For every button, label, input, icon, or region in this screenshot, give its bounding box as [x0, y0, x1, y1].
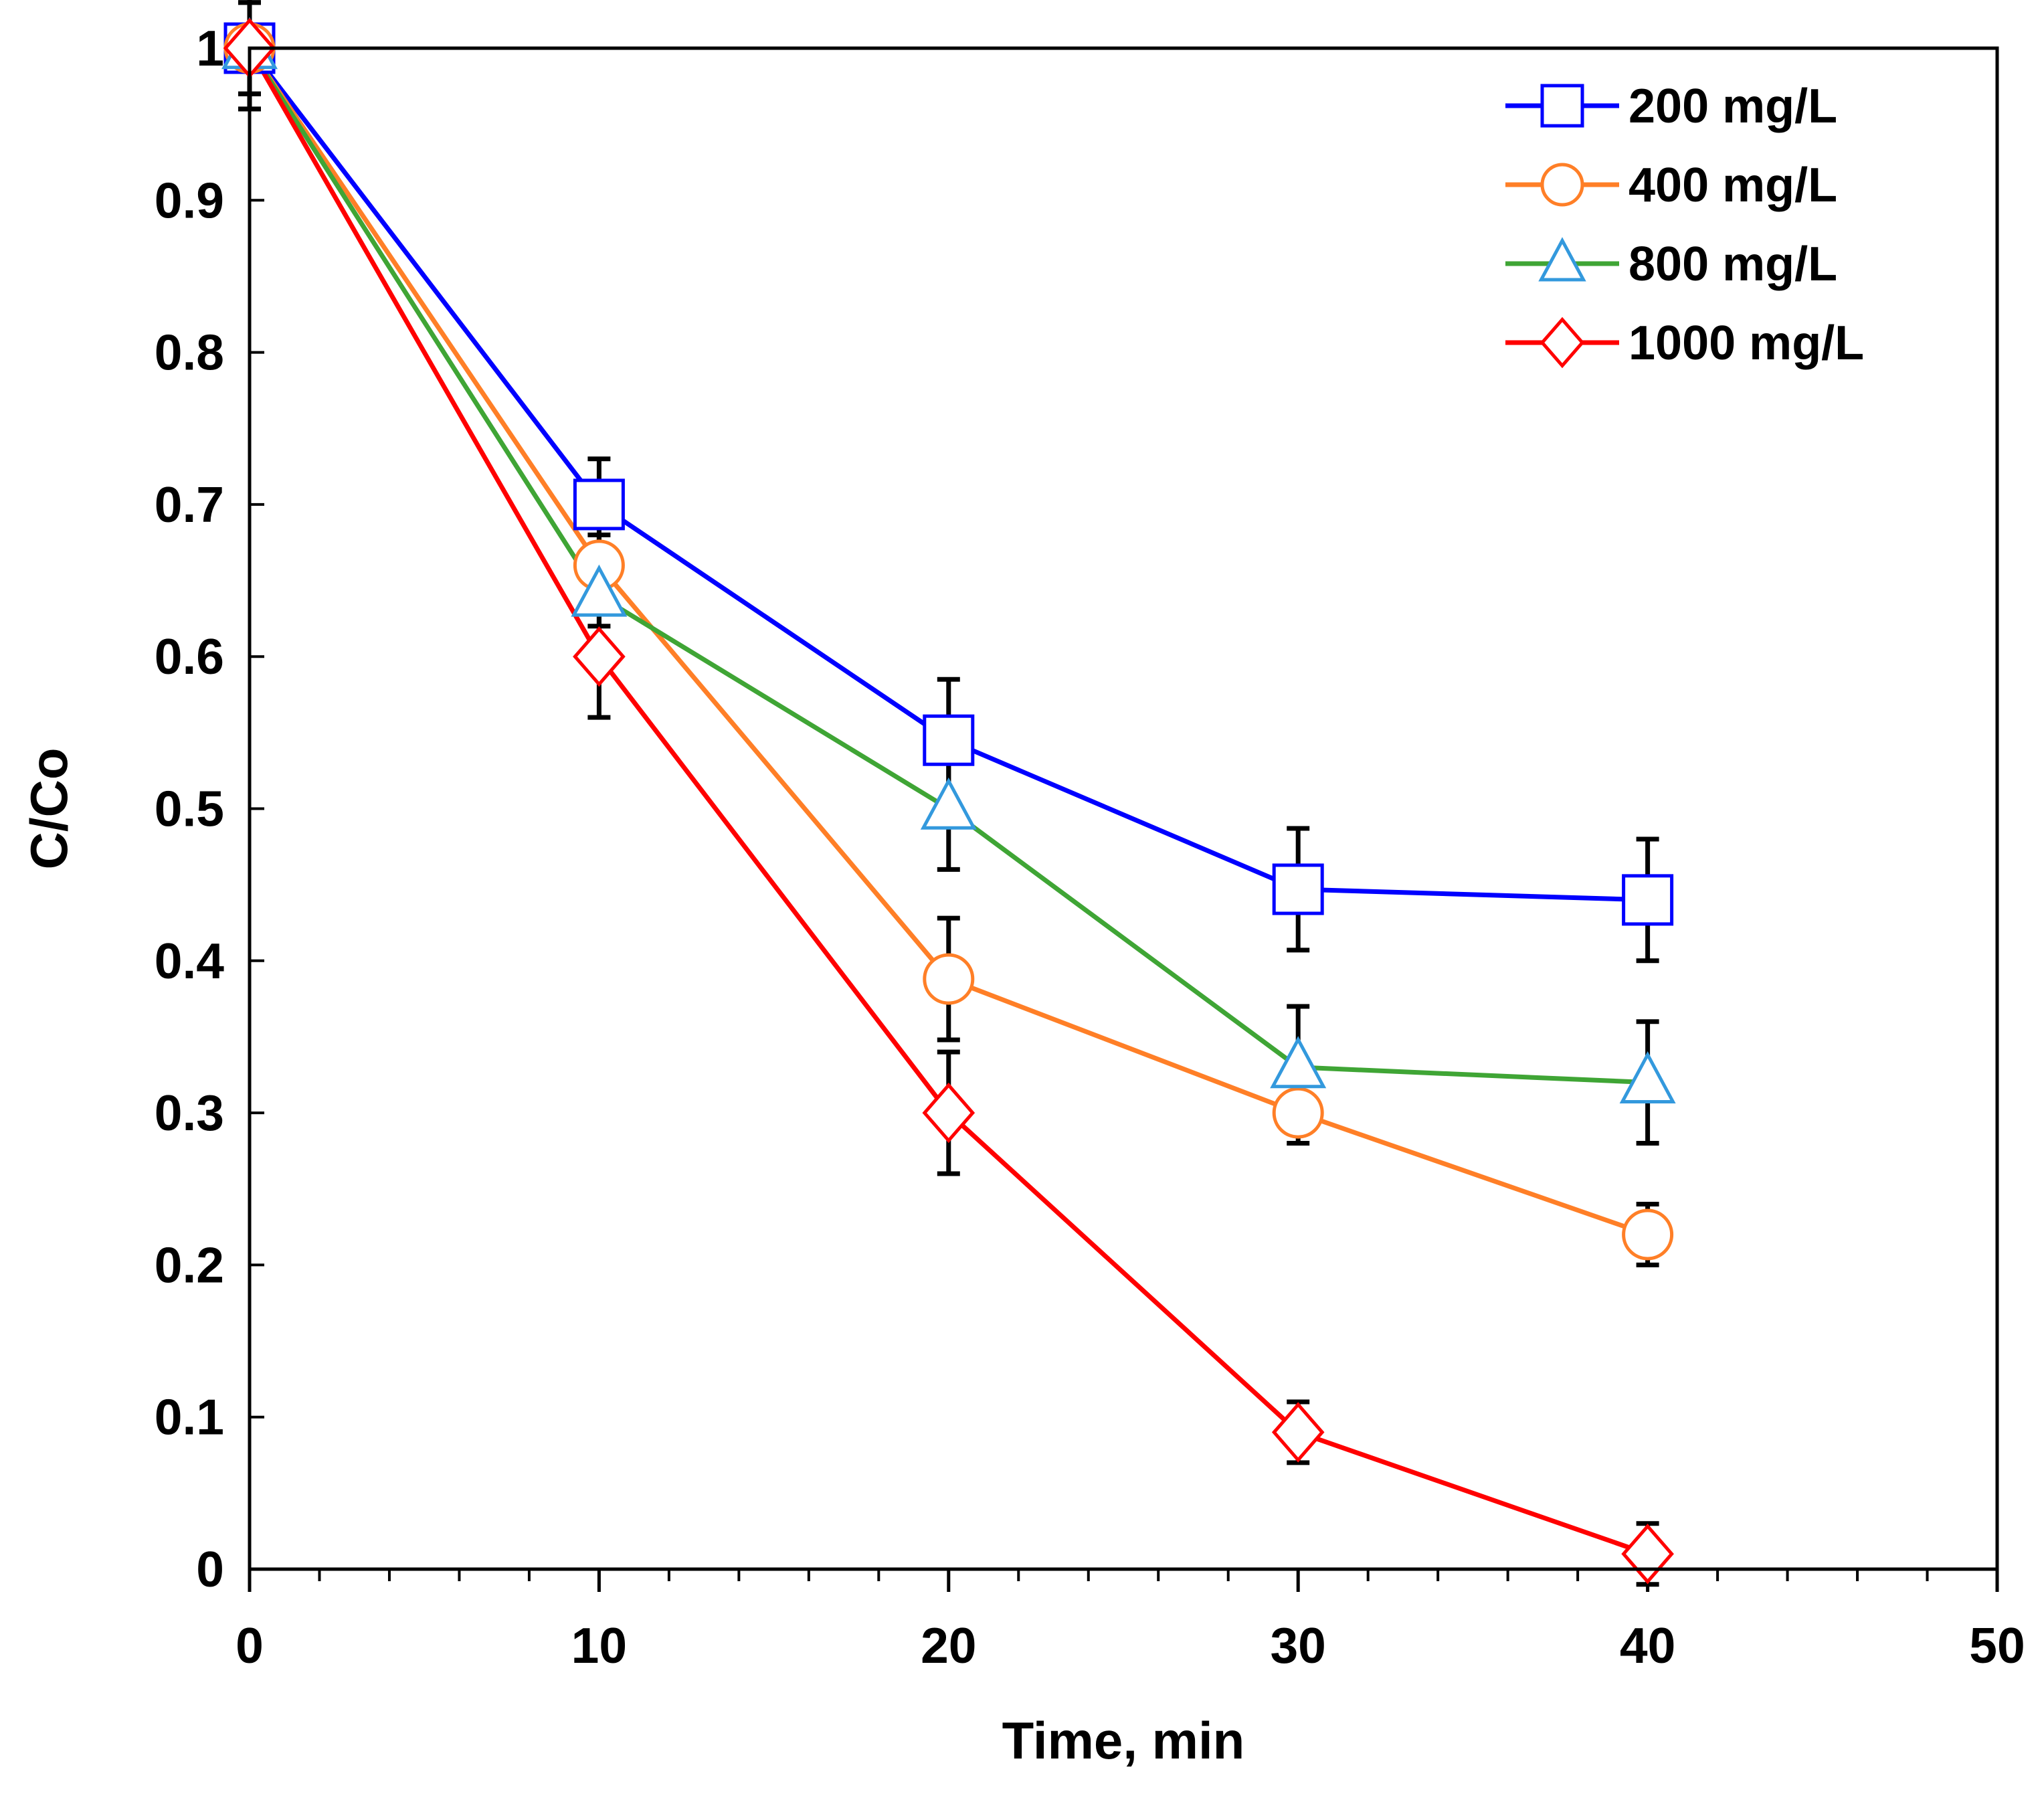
data-point — [1272, 1087, 1324, 1139]
data-point — [1619, 1051, 1676, 1103]
legend-marker — [1540, 317, 1585, 369]
series-layer — [221, 0, 1676, 1587]
data-point — [922, 1082, 975, 1144]
y-tick-label: 0.3 — [155, 1085, 224, 1141]
legend-entry: 1000 mg/L — [1505, 317, 1864, 370]
data-point — [1622, 1208, 1674, 1261]
x-tick-label: 30 — [1270, 1617, 1325, 1674]
y-tick-label: 0.9 — [155, 172, 224, 228]
data-point — [1271, 1402, 1325, 1463]
data-point — [923, 714, 975, 766]
y-tick-label: 0.2 — [155, 1237, 224, 1293]
x-axis-title: Time, min — [1002, 1711, 1245, 1770]
legend-label: 400 mg/L — [1629, 159, 1837, 212]
legend-entry: 200 mg/L — [1505, 80, 1837, 133]
data-point — [1270, 1036, 1327, 1089]
y-tick-label: 0.8 — [155, 325, 224, 381]
legend-entry: 400 mg/L — [1505, 159, 1837, 212]
y-tick-label: 0.1 — [155, 1389, 224, 1445]
y-tick-label: 0.5 — [155, 781, 224, 837]
x-tick-label: 40 — [1620, 1617, 1675, 1674]
tick-labels: 00.10.20.30.40.50.60.70.80.910 10 20 30 40 50 — [155, 20, 2025, 1674]
x-tick-label: 50 — [1969, 1617, 2025, 1674]
y-tick-label: 0.7 — [155, 476, 224, 533]
x-tick-label: 10 — [571, 1617, 627, 1674]
y-tick-label: 0.6 — [155, 628, 224, 685]
plot-area-frame — [248, 46, 1999, 1571]
legend-label: 1000 mg/L — [1629, 317, 1864, 370]
legend-marker — [1540, 163, 1584, 207]
data-point — [573, 478, 625, 531]
x-tick-label: 20 — [921, 1617, 976, 1674]
data-point — [1622, 874, 1674, 926]
data-point — [920, 777, 977, 830]
data-point — [571, 564, 628, 617]
legend-label: 800 mg/L — [1629, 238, 1837, 291]
legend-marker — [1538, 237, 1586, 282]
legend-entry: 800 mg/L — [1505, 237, 1837, 291]
legend: 200 mg/L 400 mg/L 800 mg/L 1000 mg/L — [1505, 80, 1864, 370]
y-tick-label: 0 — [196, 1541, 224, 1597]
y-tick-label: 0.4 — [155, 933, 225, 989]
x-tick-label: 0 — [236, 1617, 264, 1674]
legend-label: 200 mg/L — [1629, 80, 1837, 133]
legend-marker — [1540, 84, 1584, 128]
y-axis-title: C/Co — [19, 748, 78, 870]
y-tick-label: 1 — [196, 20, 224, 76]
data-point — [573, 626, 626, 687]
data-point — [923, 953, 975, 1005]
data-point — [1272, 863, 1324, 915]
